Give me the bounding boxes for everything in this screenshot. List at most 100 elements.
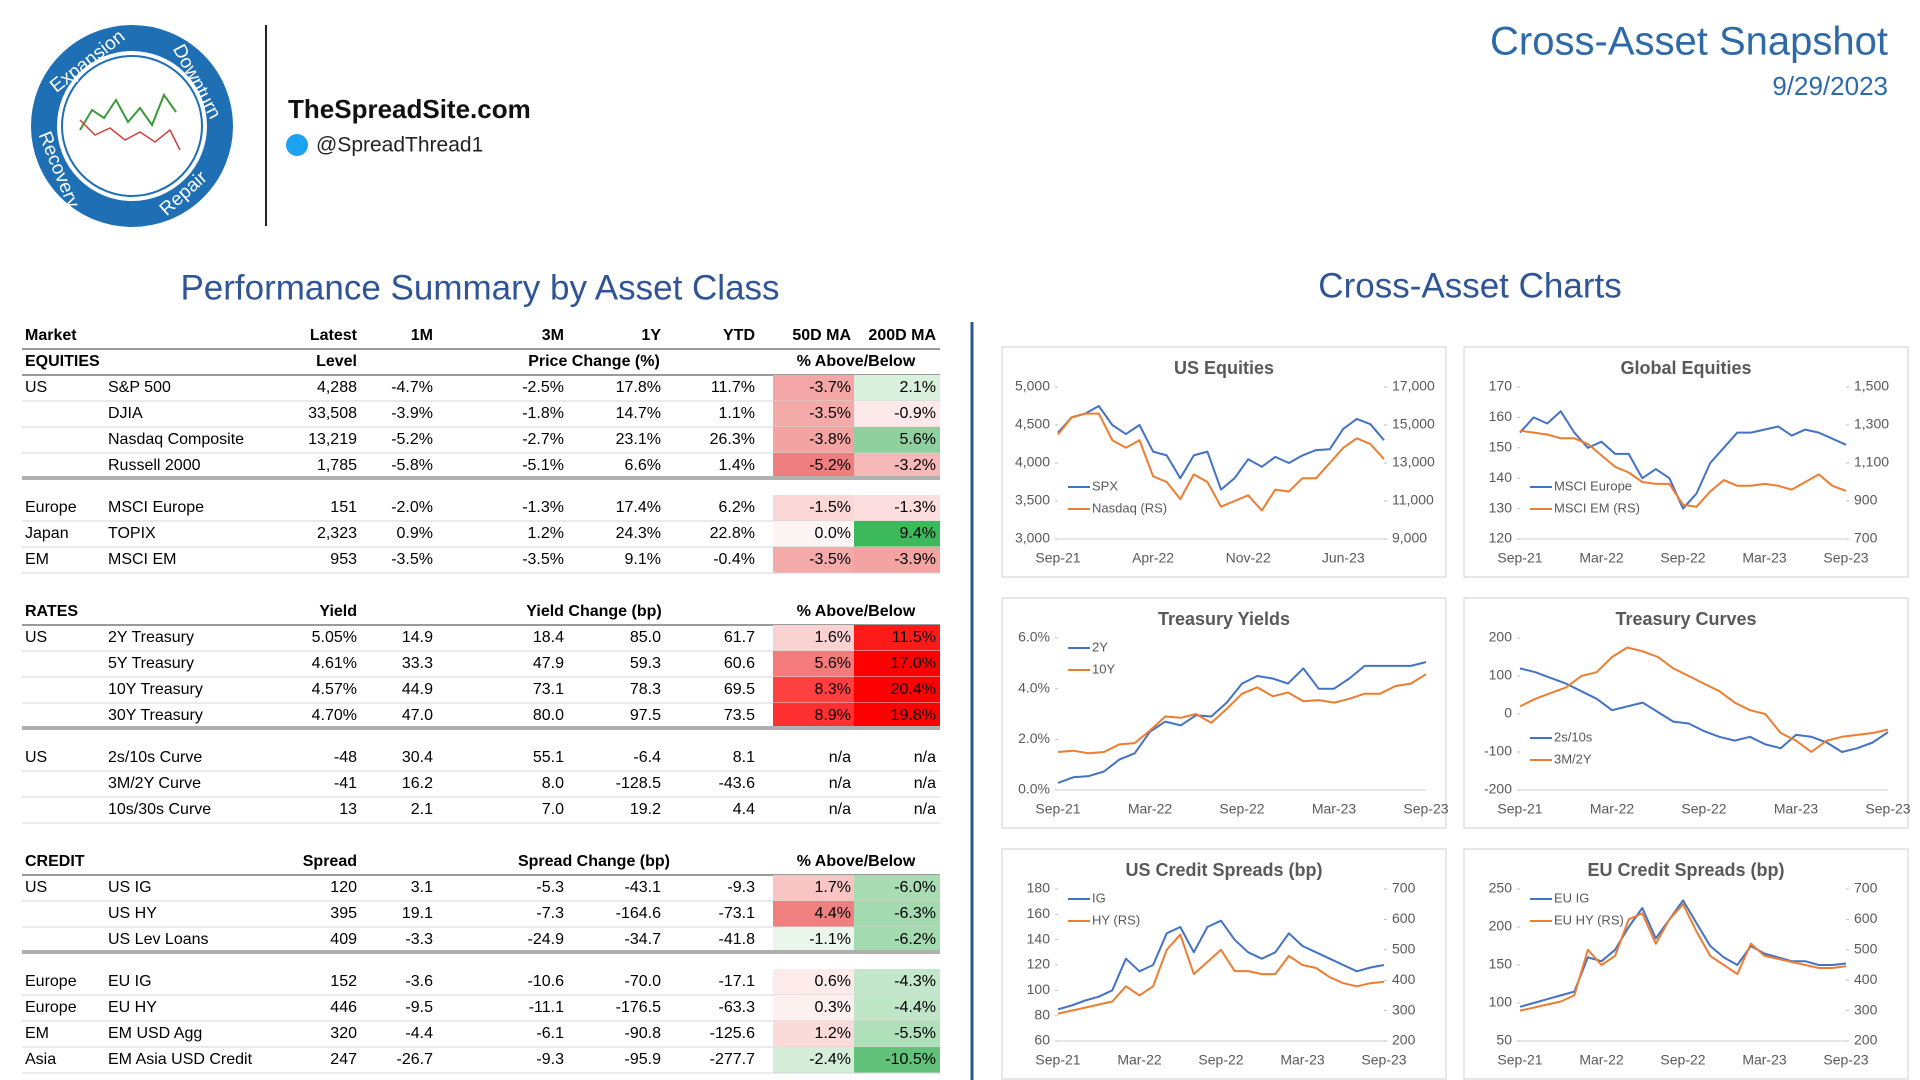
y-tick-label: 4.0% [1018,679,1050,695]
heat-cell [773,969,854,995]
table-cell: 395 [330,905,357,922]
row-name: 10s/30s Curve [108,801,211,818]
heat-cell [773,995,854,1021]
table-cell: 30.4 [402,749,433,766]
y2-tick-label: 900 [1854,492,1878,508]
table-cell: -5.8% [391,457,433,474]
chart-title: US Equities [1174,358,1274,378]
heat-cell [773,427,854,453]
x-tick-label: Mar-22 [1579,550,1624,566]
y2-tick-label: 400 [1392,971,1416,987]
y-tick-label: 160 [1489,408,1513,424]
table-cell: 1.4% [719,457,755,474]
series-line [1519,903,1847,1012]
x-tick-label: Mar-23 [1312,801,1357,817]
table-cell: n/a [829,775,851,792]
table-cell: -10.6 [528,973,565,990]
table-cell: 55.1 [533,749,564,766]
x-tick-label: Sep-22 [1660,1052,1705,1068]
section-change: Price Change (%) [528,353,660,370]
table-cell: -95.9 [625,1051,662,1068]
table-cell: 20.4% [891,681,936,698]
y-tick-label: 250 [1489,880,1513,896]
table-cell: 80.0 [533,707,564,724]
table-cell: -6.4 [633,749,661,766]
heat-cell [854,625,940,651]
table-cell: -3.5% [522,551,564,568]
row-name: MSCI Europe [108,499,204,516]
table-cell: 8.0 [542,775,564,792]
group-separator [22,476,940,480]
table-cell: -10.5% [885,1051,936,1068]
table-cell: 2,323 [317,525,357,542]
y-tick-label: 80 [1034,1006,1050,1022]
column-header: 3M [542,327,564,344]
y-tick-label: 160 [1027,905,1051,921]
table-cell: 78.3 [630,681,661,698]
heat-cell [773,651,854,677]
legend-label: 3M/2Y [1554,751,1592,766]
legend-label: SPX [1092,478,1118,493]
row-region: US [25,379,47,396]
table-cell: 69.5 [724,681,755,698]
table-cell: 8.1 [733,749,755,766]
heat-cell [854,927,940,953]
table-cell: 0.9% [397,525,433,542]
table-cell: -4.3% [894,973,936,990]
x-tick-label: Sep-21 [1035,801,1080,817]
table-cell: 47.9 [533,655,564,672]
table-cell: -63.3 [719,999,756,1016]
x-tick-label: Apr-22 [1132,550,1174,566]
table-cell: 73.5 [724,707,755,724]
row-name: 3M/2Y Curve [108,775,201,792]
table-cell: -0.9% [894,405,936,422]
heat-cell [854,453,940,479]
row-region: EM [25,1025,49,1042]
section-title: Cross-Asset Charts [1318,266,1621,305]
y2-tick-label: 500 [1854,941,1878,957]
chart-box [1001,848,1447,1080]
table-cell: -43.1 [625,879,662,896]
legend-label: IG [1092,890,1106,905]
x-tick-label: Sep-21 [1497,801,1542,817]
table-cell: 19.8% [891,707,936,724]
row-name: 30Y Treasury [108,707,203,724]
logo: Expansion Downturn Repair Recovery [31,25,233,227]
heat-cell [854,969,940,995]
table-cell: -26.7 [397,1051,434,1068]
table-cell: -277.7 [710,1051,755,1068]
page-title: Cross-Asset Snapshot [1490,20,1888,64]
site-name: TheSpreadSite.com [288,94,531,124]
x-tick-label: Mar-22 [1579,1052,1624,1068]
table-cell: 97.5 [630,707,661,724]
table-cell: 14.9 [402,629,433,646]
column-header: 50D MA [792,327,851,344]
table-cell: -9.5 [405,999,433,1016]
column-header: Latest [310,327,358,344]
series-line [1057,412,1385,512]
table-cell: -3.7% [809,379,851,396]
section-ma: % Above/Below [797,353,916,370]
y2-tick-label: 13,000 [1392,454,1435,470]
chart-title: US Credit Spreads (bp) [1125,860,1322,880]
y-tick-label: 120 [1489,530,1513,546]
table-cell: -43.6 [719,775,756,792]
row-name: EM USD Agg [108,1025,202,1042]
x-tick-label: Mar-22 [1128,801,1173,817]
y2-tick-label: 700 [1392,880,1416,896]
table-cell: 4.70% [312,707,357,724]
table-cell: 2.1 [411,801,433,818]
table-cell: 1.6% [815,629,851,646]
table-cell: -125.6 [710,1025,755,1042]
table-cell: -128.5 [616,775,661,792]
section-name: EQUITIES [25,353,100,370]
table-cell: 17.0% [891,655,936,672]
legend-label: 2s/10s [1554,729,1593,744]
y2-tick-label: 17,000 [1392,378,1435,394]
table-cell: -6.1 [536,1025,564,1042]
legend-label: MSCI EM (RS) [1554,500,1640,515]
y2-tick-label: 200 [1392,1032,1416,1048]
x-tick-label: Sep-21 [1035,550,1080,566]
table-cell: -1.8% [522,405,564,422]
table-cell: -41.8 [719,931,756,948]
